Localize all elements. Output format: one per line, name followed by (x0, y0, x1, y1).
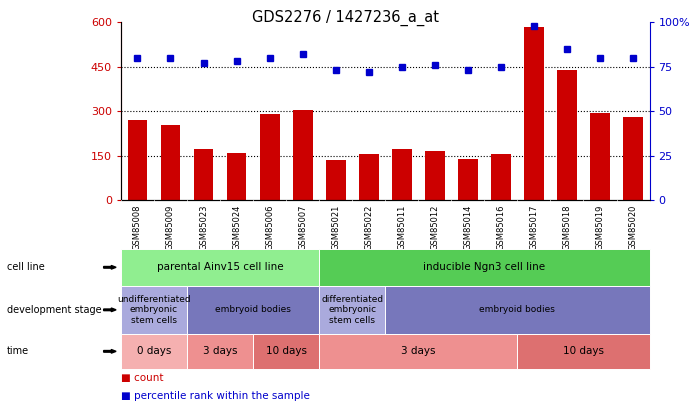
Text: GSM85023: GSM85023 (199, 205, 208, 250)
Text: GSM85011: GSM85011 (397, 205, 406, 250)
Text: GSM85022: GSM85022 (364, 205, 373, 250)
Bar (386, 286, 650, 334)
Text: development stage: development stage (7, 305, 102, 315)
Text: GSM85024: GSM85024 (232, 205, 241, 250)
Text: ■ count: ■ count (121, 373, 164, 383)
Text: time: time (7, 346, 29, 356)
Bar (319, 334, 518, 369)
Text: 3 days: 3 days (401, 346, 435, 356)
Text: parental Ainv15 cell line: parental Ainv15 cell line (157, 262, 283, 272)
Text: GSM85021: GSM85021 (331, 205, 340, 250)
Text: inducible Ngn3 cell line: inducible Ngn3 cell line (424, 262, 545, 272)
Text: GSM85017: GSM85017 (529, 205, 538, 250)
Text: GSM85016: GSM85016 (496, 205, 505, 250)
Text: GSM85018: GSM85018 (562, 205, 571, 250)
Bar (319, 286, 385, 334)
Text: GSM85007: GSM85007 (298, 205, 307, 250)
Text: 10 days: 10 days (563, 346, 604, 356)
Text: embryoid bodies: embryoid bodies (480, 305, 556, 314)
Text: differentiated
embryonic
stem cells: differentiated embryonic stem cells (321, 295, 384, 325)
Bar (458, 159, 477, 200)
Bar (590, 113, 610, 200)
Bar (160, 125, 180, 200)
Bar (128, 120, 147, 200)
Text: GSM85008: GSM85008 (133, 205, 142, 250)
Bar (187, 334, 253, 369)
Bar (524, 27, 544, 200)
Text: 10 days: 10 days (265, 346, 307, 356)
Text: GSM85006: GSM85006 (265, 205, 274, 250)
Text: 3 days: 3 days (202, 346, 237, 356)
Bar (253, 334, 319, 369)
Text: embryoid bodies: embryoid bodies (215, 305, 291, 314)
Bar (518, 334, 650, 369)
Text: 0 days: 0 days (137, 346, 171, 356)
Text: GSM85009: GSM85009 (166, 205, 175, 250)
Text: GSM85020: GSM85020 (629, 205, 638, 250)
Bar (359, 154, 379, 200)
Bar (491, 154, 511, 200)
Bar (121, 334, 187, 369)
Text: cell line: cell line (7, 262, 45, 272)
Bar (623, 117, 643, 200)
Bar (260, 114, 279, 200)
Text: ■ percentile rank within the sample: ■ percentile rank within the sample (121, 391, 310, 401)
Text: GSM85014: GSM85014 (464, 205, 473, 250)
Bar (227, 153, 247, 200)
Text: GDS2276 / 1427236_a_at: GDS2276 / 1427236_a_at (252, 10, 439, 26)
Bar (121, 286, 187, 334)
Text: undifferentiated
embryonic
stem cells: undifferentiated embryonic stem cells (117, 295, 191, 325)
Bar (319, 249, 650, 286)
Bar (187, 286, 319, 334)
Bar (425, 151, 445, 200)
Bar (121, 249, 319, 286)
Text: GSM85019: GSM85019 (596, 205, 605, 250)
Bar (392, 149, 412, 200)
Bar (293, 110, 312, 200)
Bar (193, 149, 214, 200)
Bar (557, 70, 577, 200)
Text: GSM85012: GSM85012 (430, 205, 439, 250)
Bar (325, 160, 346, 200)
